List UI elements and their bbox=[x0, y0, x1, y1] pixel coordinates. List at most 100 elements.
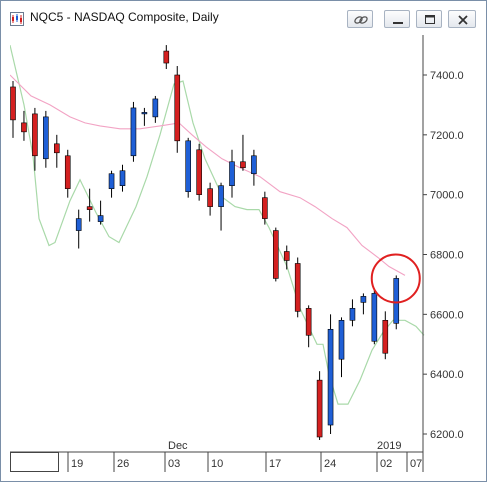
candle[interactable] bbox=[327, 314, 334, 434]
candle[interactable] bbox=[196, 143, 202, 201]
candle-body-up bbox=[218, 185, 224, 207]
candle[interactable] bbox=[185, 137, 191, 198]
x-tick-label: 03 bbox=[168, 458, 180, 470]
x-tick-label: 19 bbox=[71, 458, 83, 470]
candle[interactable] bbox=[218, 182, 224, 231]
candle[interactable] bbox=[371, 290, 378, 345]
candle[interactable] bbox=[316, 371, 323, 440]
y-tick-label: 6400.0 bbox=[430, 369, 464, 381]
candle-body-up bbox=[393, 278, 400, 324]
candle[interactable] bbox=[43, 110, 49, 168]
candle[interactable] bbox=[32, 107, 38, 171]
candle[interactable] bbox=[64, 149, 71, 198]
x-axis-corner-box bbox=[10, 452, 59, 472]
candle[interactable] bbox=[97, 200, 104, 225]
candle[interactable] bbox=[86, 188, 93, 222]
candle[interactable] bbox=[272, 227, 279, 282]
x-period-label: 2019 bbox=[377, 440, 401, 452]
highlight-circle bbox=[370, 253, 421, 304]
candle-body-up bbox=[338, 320, 345, 360]
candle[interactable] bbox=[152, 95, 159, 123]
y-tick-label: 7400.0 bbox=[430, 70, 464, 82]
candle-body-down bbox=[240, 161, 246, 169]
y-tick-label: 6200.0 bbox=[430, 429, 464, 441]
candles-layer bbox=[10, 45, 400, 440]
candle[interactable] bbox=[251, 149, 257, 186]
candle[interactable] bbox=[21, 110, 27, 141]
candle[interactable] bbox=[305, 305, 312, 348]
candle-body-up bbox=[349, 308, 356, 321]
candle-body-up bbox=[43, 116, 49, 160]
candle[interactable] bbox=[229, 149, 235, 198]
y-tick-label: 7200.0 bbox=[430, 130, 464, 142]
minimize-icon bbox=[393, 22, 403, 24]
maximize-button[interactable] bbox=[416, 10, 442, 28]
minimize-button[interactable] bbox=[384, 10, 410, 28]
candle-body-down bbox=[86, 206, 93, 210]
candle-body-up bbox=[97, 215, 104, 222]
candle-body-up bbox=[360, 296, 367, 303]
candle[interactable] bbox=[262, 191, 268, 225]
ma-slow-line bbox=[10, 74, 406, 276]
candle-body-down bbox=[163, 50, 170, 64]
candle[interactable] bbox=[10, 80, 16, 138]
candle-body-down bbox=[262, 197, 268, 219]
title-bar[interactable]: NQC5 - NASDAQ Composite, Daily bbox=[1, 1, 486, 35]
candle-body-up bbox=[229, 161, 235, 186]
candle-body-up bbox=[327, 328, 334, 426]
candle-body-up bbox=[371, 293, 378, 342]
x-tick-label: 10 bbox=[211, 458, 223, 470]
candle-body-down bbox=[305, 308, 312, 336]
candle[interactable] bbox=[163, 45, 170, 70]
candle[interactable] bbox=[108, 170, 115, 198]
candle-body-down bbox=[207, 188, 213, 207]
highlight-layer bbox=[370, 253, 421, 304]
axes-layer: 7400.0 7200.0 7000.0 6800.0 6600.0 6400.0 6200… bbox=[10, 35, 464, 472]
close-icon bbox=[458, 15, 468, 25]
candle-body-down bbox=[382, 320, 389, 354]
candle[interactable] bbox=[119, 164, 126, 192]
candle-body-down bbox=[10, 86, 16, 121]
x-period-label: Dec bbox=[168, 440, 188, 452]
candle[interactable] bbox=[53, 134, 60, 168]
chart-app-icon bbox=[10, 12, 24, 26]
candle[interactable] bbox=[174, 66, 181, 153]
close-button[interactable] bbox=[448, 10, 476, 28]
candle-body-down bbox=[283, 251, 290, 261]
candle-body-up bbox=[130, 107, 137, 157]
candle[interactable] bbox=[360, 293, 367, 315]
candlestick-chart[interactable]: 7400.0 7200.0 7000.0 6800.0 6600.0 6400.0 6200… bbox=[10, 35, 480, 472]
x-tick-label: 02 bbox=[380, 458, 392, 470]
candle-body-down bbox=[294, 263, 301, 312]
candle-body-down bbox=[174, 74, 181, 142]
chart-background bbox=[10, 35, 480, 472]
candle[interactable] bbox=[382, 311, 389, 360]
candle-body-down bbox=[21, 122, 27, 133]
link-button[interactable] bbox=[347, 10, 373, 28]
candle-body-down bbox=[32, 113, 38, 157]
candle[interactable] bbox=[349, 299, 356, 327]
candle-body-up bbox=[185, 140, 191, 192]
candle[interactable] bbox=[294, 257, 301, 318]
maximize-icon bbox=[425, 15, 435, 24]
candle[interactable] bbox=[207, 182, 213, 216]
x-tick-label: 17 bbox=[269, 458, 281, 470]
candle-body-up bbox=[152, 98, 159, 118]
y-tick-label: 6600.0 bbox=[430, 309, 464, 321]
x-tick-label: 26 bbox=[117, 458, 129, 470]
y-tick-label: 7000.0 bbox=[430, 190, 464, 202]
candle-body-down bbox=[53, 143, 60, 154]
candle[interactable] bbox=[283, 245, 290, 270]
y-tick-label: 6800.0 bbox=[430, 250, 464, 262]
candle[interactable] bbox=[338, 317, 345, 378]
link-icon bbox=[354, 16, 368, 24]
candle[interactable] bbox=[240, 134, 246, 171]
candle-body-up bbox=[119, 170, 126, 186]
candle[interactable] bbox=[141, 107, 148, 126]
window-title: NQC5 - NASDAQ Composite, Daily bbox=[30, 10, 219, 24]
candle-body-up bbox=[75, 218, 82, 231]
candle[interactable] bbox=[130, 101, 137, 162]
x-tick-label: 24 bbox=[324, 458, 336, 470]
candle[interactable] bbox=[75, 209, 82, 249]
